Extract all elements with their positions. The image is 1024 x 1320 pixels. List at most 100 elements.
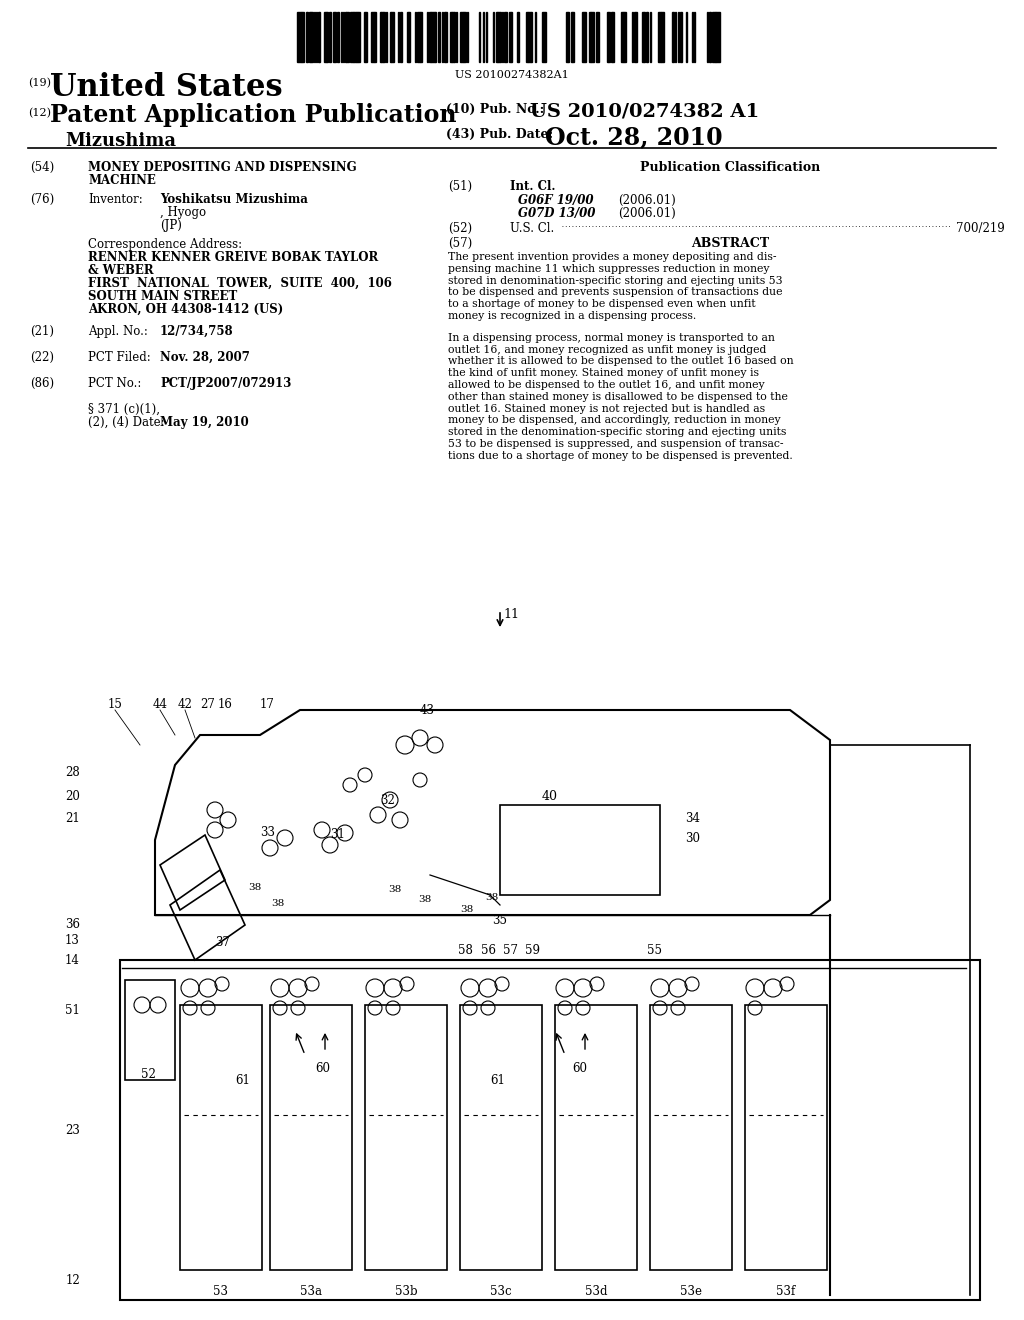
Bar — [391, 12, 394, 62]
Text: 23: 23 — [66, 1123, 80, 1137]
Bar — [526, 12, 528, 62]
Text: 36: 36 — [65, 919, 80, 932]
Text: United States: United States — [50, 73, 283, 103]
Text: 12/734,758: 12/734,758 — [160, 325, 233, 338]
Text: 28: 28 — [66, 767, 80, 780]
Text: 43: 43 — [420, 704, 435, 717]
Text: SOUTH MAIN STREET: SOUTH MAIN STREET — [88, 290, 238, 304]
Text: 14: 14 — [66, 953, 80, 966]
Text: Correspondence Address:: Correspondence Address: — [88, 238, 242, 251]
Text: 700/219: 700/219 — [956, 222, 1005, 235]
Bar — [180, 1005, 262, 1270]
Bar — [464, 12, 466, 62]
Text: (21): (21) — [30, 325, 54, 338]
Text: 59: 59 — [524, 944, 540, 957]
Bar — [333, 12, 336, 62]
Bar — [365, 1005, 447, 1270]
Bar — [337, 12, 339, 62]
Text: 12: 12 — [66, 1274, 80, 1287]
Text: ABSTRACT: ABSTRACT — [691, 238, 769, 249]
Text: Publication Classification: Publication Classification — [640, 161, 820, 174]
Bar — [302, 12, 304, 62]
Text: stored in the denomination-specific storing and ejecting units: stored in the denomination-specific stor… — [449, 428, 786, 437]
Text: 21: 21 — [66, 812, 80, 825]
Bar — [589, 12, 591, 62]
Text: 17: 17 — [259, 698, 274, 711]
Text: Inventor:: Inventor: — [88, 193, 142, 206]
Text: to be dispensed and prevents suspension of transactions due: to be dispensed and prevents suspension … — [449, 288, 782, 297]
Bar — [712, 12, 715, 62]
Text: 58: 58 — [458, 944, 472, 957]
Text: PCT Filed:: PCT Filed: — [88, 351, 151, 364]
Text: to a shortage of money to be dispensed even when unfit: to a shortage of money to be dispensed e… — [449, 300, 756, 309]
Text: (19): (19) — [28, 78, 51, 88]
Text: (52): (52) — [449, 222, 472, 235]
Text: , Hyogo: , Hyogo — [160, 206, 206, 219]
Bar — [528, 12, 531, 62]
Bar — [350, 12, 353, 62]
Bar — [358, 12, 360, 62]
Text: 34: 34 — [685, 812, 700, 825]
Text: 53 to be dispensed is suppressed, and suspension of transac-: 53 to be dispensed is suppressed, and su… — [449, 440, 783, 449]
Bar — [650, 1005, 732, 1270]
Text: 53e: 53e — [680, 1284, 702, 1298]
Text: 16: 16 — [217, 698, 232, 711]
Bar — [642, 12, 644, 62]
Bar — [608, 12, 610, 62]
Bar — [270, 1005, 352, 1270]
Bar — [716, 12, 720, 62]
Text: 60: 60 — [315, 1061, 330, 1074]
Text: 56: 56 — [480, 944, 496, 957]
Text: Nov. 28, 2007: Nov. 28, 2007 — [160, 351, 250, 364]
Text: 42: 42 — [177, 698, 193, 711]
Text: (2), (4) Date:: (2), (4) Date: — [88, 416, 165, 429]
Text: 53: 53 — [213, 1284, 228, 1298]
Bar — [460, 1005, 542, 1270]
Bar — [504, 12, 507, 62]
Bar — [417, 12, 420, 62]
Text: US 20100274382A1: US 20100274382A1 — [455, 70, 569, 81]
Text: (76): (76) — [30, 193, 54, 206]
Bar — [324, 12, 326, 62]
Bar — [445, 12, 447, 62]
Text: 38: 38 — [485, 894, 499, 903]
Text: 38: 38 — [249, 883, 261, 892]
Bar — [120, 960, 980, 1300]
Bar — [542, 12, 546, 62]
Bar — [566, 12, 568, 62]
Bar — [420, 12, 422, 62]
Bar — [371, 12, 374, 62]
Text: May 19, 2010: May 19, 2010 — [160, 416, 249, 429]
Text: 53d: 53d — [585, 1284, 607, 1298]
Text: US 2010/0274382 A1: US 2010/0274382 A1 — [530, 103, 759, 121]
Text: allowed to be dispensed to the outlet 16, and unfit money: allowed to be dispensed to the outlet 16… — [449, 380, 765, 389]
Text: PCT/JP2007/072913: PCT/JP2007/072913 — [160, 378, 292, 389]
Text: (2006.01): (2006.01) — [618, 194, 676, 207]
Bar — [672, 12, 674, 62]
Bar — [431, 12, 435, 62]
Text: 53a: 53a — [300, 1284, 322, 1298]
Bar — [500, 805, 660, 895]
Text: In a dispensing process, normal money is transported to an: In a dispensing process, normal money is… — [449, 333, 775, 343]
Bar — [438, 12, 440, 62]
Bar — [555, 1005, 637, 1270]
Text: 38: 38 — [461, 906, 474, 915]
Text: MACHINE: MACHINE — [88, 174, 156, 187]
Text: 35: 35 — [492, 913, 507, 927]
Text: (2006.01): (2006.01) — [618, 207, 676, 220]
Text: other than stained money is disallowed to be dispensed to the: other than stained money is disallowed t… — [449, 392, 787, 401]
Bar — [745, 1005, 827, 1270]
Text: (51): (51) — [449, 180, 472, 193]
Text: 38: 38 — [388, 886, 401, 895]
Text: 37: 37 — [215, 936, 230, 949]
Text: money to be dispensed, and accordingly, reduction in money: money to be dispensed, and accordingly, … — [449, 416, 780, 425]
Bar — [450, 12, 452, 62]
Bar — [498, 12, 501, 62]
Bar — [582, 12, 586, 62]
Text: 53c: 53c — [490, 1284, 512, 1298]
Text: 44: 44 — [153, 698, 168, 711]
Bar — [297, 12, 301, 62]
Text: U.S. Cl.: U.S. Cl. — [510, 222, 554, 235]
Text: (JP): (JP) — [160, 219, 182, 232]
Text: tions due to a shortage of money to be dispensed is prevented.: tions due to a shortage of money to be d… — [449, 451, 793, 461]
